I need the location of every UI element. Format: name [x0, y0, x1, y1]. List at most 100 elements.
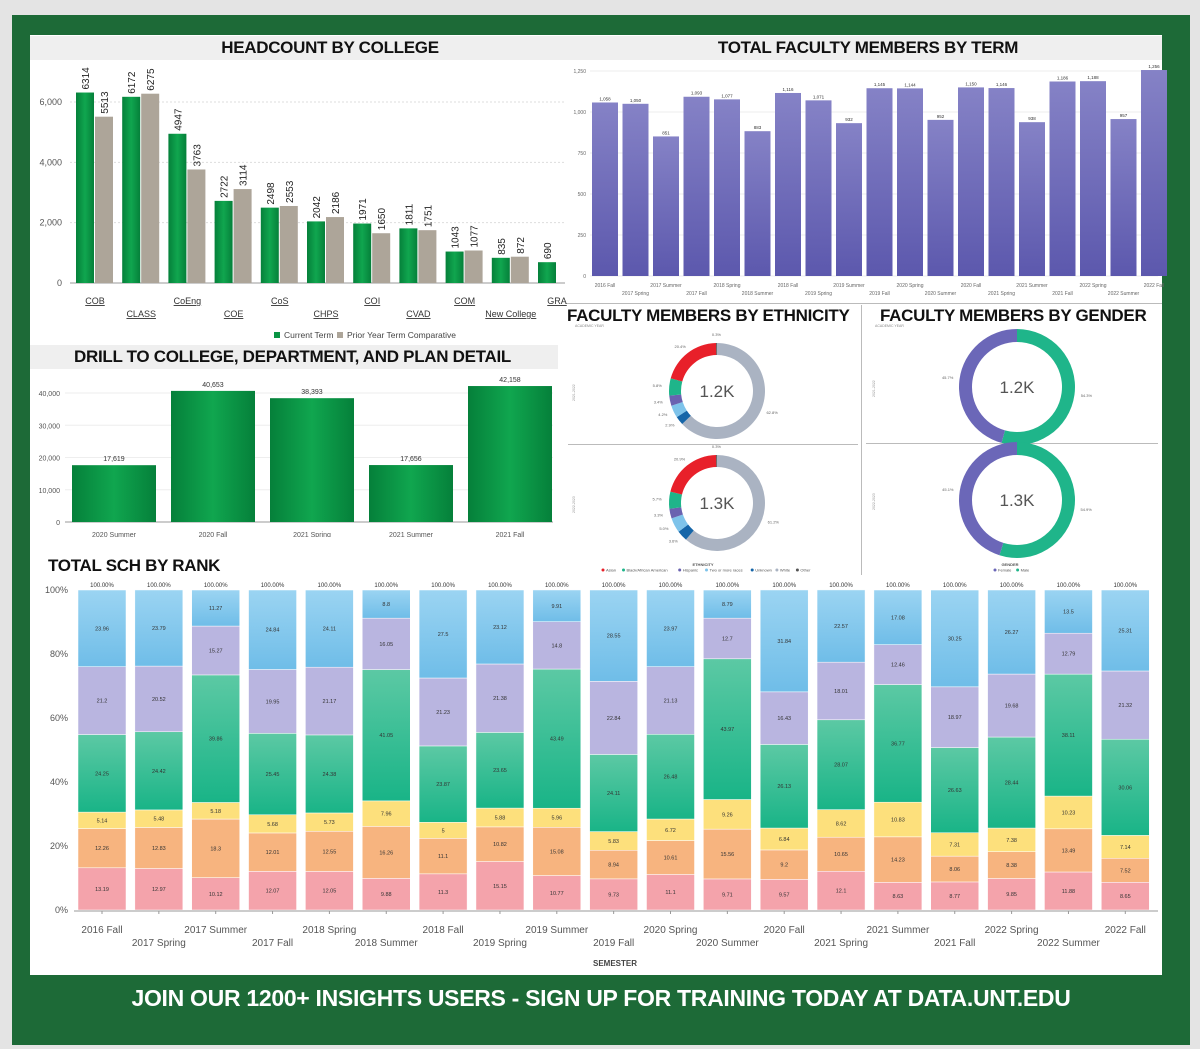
term-bar[interactable] — [468, 386, 552, 522]
stacked-segment — [248, 832, 297, 872]
segment-label: 5.14 — [97, 818, 108, 824]
x-tick-label: 2022 Fall — [1105, 925, 1146, 936]
stacked-segment — [1101, 882, 1150, 911]
segment-label: 23.96 — [95, 626, 109, 632]
bar-value-label: 1,256 — [1148, 64, 1160, 69]
slice-label: 54.9% — [1081, 507, 1093, 512]
x-tick-label: 2019 Fall — [593, 938, 634, 949]
segment-label: 23.65 — [493, 768, 507, 774]
current-term-bar — [491, 257, 510, 283]
bar-value-label: 1,146 — [996, 82, 1008, 87]
segment-label: 12.07 — [266, 889, 280, 895]
segment-label: 5.18 — [210, 809, 221, 815]
donut-slice-white — [682, 343, 765, 439]
bar-value-label: 872 — [516, 237, 527, 254]
legend-swatch — [993, 568, 997, 572]
footer-banner[interactable]: JOIN OUR 1200+ INSIGHTS USERS - SIGN UP … — [131, 985, 1071, 1011]
current-term-bar — [168, 133, 187, 283]
segment-label: 8.63 — [893, 894, 904, 900]
stacked-segment — [816, 661, 866, 721]
faculty-term-chart: 0 250 500 750 1,000 1,250 1,058 2016 Fall 1,050 2… — [573, 64, 1167, 297]
bar-value-label: 1,144 — [904, 82, 916, 87]
stacked-segment — [362, 669, 411, 802]
segment-label: 9.91 — [551, 604, 562, 610]
donut-slice-female — [958, 442, 1017, 556]
stacked-segment — [1101, 589, 1150, 672]
segment-label: 8.94 — [608, 863, 619, 869]
drill-title[interactable]: DRILL TO COLLEGE, DEPARTMENT, AND PLAN D… — [73, 347, 511, 366]
prior-term-bar — [464, 250, 483, 283]
slice-label: 54.3% — [1081, 393, 1093, 398]
term-bar[interactable] — [171, 390, 255, 522]
stacked-segment — [589, 754, 638, 832]
college-link-class[interactable]: CLASS — [126, 309, 156, 319]
prior-term-bar — [326, 217, 344, 283]
y-tick-label: 20,000 — [39, 456, 61, 463]
segment-label: 11.88 — [1062, 889, 1075, 895]
current-term-bar — [122, 96, 141, 283]
bar-value-label: 851 — [662, 130, 670, 135]
x-tick-label: 2018 Summer — [355, 938, 418, 949]
stacked-segment — [191, 589, 240, 627]
faculty-bar — [836, 123, 862, 276]
x-tick-label: 2017 Summer — [650, 283, 682, 289]
bar-value-label: 6314 — [81, 67, 92, 90]
stacked-segment — [873, 882, 923, 911]
segment-label: 8.06 — [949, 867, 960, 873]
x-tick-label: 2020 Summer — [925, 291, 957, 297]
college-link-new-college[interactable]: New College — [485, 309, 536, 319]
x-tick-label: 2019 Summer — [525, 925, 588, 936]
stacked-segment — [418, 589, 468, 679]
legend-swatch-prior — [337, 332, 343, 338]
college-link-cvad[interactable]: CVAD — [406, 309, 431, 319]
segment-label: 24.11 — [323, 627, 336, 633]
segment-label: 26.63 — [948, 788, 962, 794]
bar-value-label: 1751 — [423, 204, 434, 227]
gender-chart: ACADEMIC YEAR 2021-2022 54.3% 45.7% 1.2K 2022… — [872, 324, 1092, 573]
x-tick-label: 2021 Spring — [293, 532, 331, 539]
slice-label: 4.2% — [658, 412, 668, 417]
segment-label: 24.42 — [152, 769, 166, 775]
segment-label: 21.32 — [1118, 703, 1132, 709]
stacked-segment — [873, 836, 923, 883]
bar-value-label: 1,150 — [965, 81, 977, 86]
stacked-segment — [1044, 632, 1093, 675]
college-link-cob[interactable]: COB — [85, 296, 105, 306]
faculty-bar — [927, 119, 954, 276]
faculty-bar — [744, 131, 771, 276]
stacked-segment — [532, 621, 582, 670]
x-tick-label: 2016 Fall — [81, 925, 122, 936]
term-bar[interactable] — [270, 398, 354, 522]
college-link-coeng[interactable]: CoEng — [174, 296, 202, 306]
college-link-coe[interactable]: COE — [224, 309, 244, 319]
college-link-coi[interactable]: COI — [364, 296, 380, 306]
term-bar[interactable] — [369, 465, 453, 522]
bar-value-label: 1,145 — [874, 82, 886, 87]
college-link-com[interactable]: COM — [454, 296, 475, 306]
college-link-chps[interactable]: CHPS — [313, 309, 338, 319]
college-link-gra[interactable]: GRA — [547, 296, 567, 306]
segment-label: 5.48 — [153, 817, 164, 823]
stacked-segment — [816, 836, 866, 872]
segment-label: 9.85 — [1006, 892, 1017, 898]
faculty-bar — [653, 136, 679, 276]
sch-title: TOTAL SCH BY RANK — [48, 556, 221, 575]
x-tick-label: 2021 Fall — [934, 938, 975, 949]
segment-label: 9.57 — [779, 893, 790, 899]
faculty-term-title: TOTAL FACULTY MEMBERS BY TERM — [717, 38, 1019, 57]
year-label: 2022-2023 — [572, 496, 576, 513]
bar-value-label: 2498 — [266, 182, 277, 205]
stacked-segment — [816, 871, 866, 911]
college-link-cos[interactable]: CoS — [271, 296, 289, 306]
donut-slice-hispanic — [669, 394, 683, 406]
segment-label: 26.27 — [1005, 630, 1019, 636]
segment-label: 16.05 — [379, 642, 393, 648]
faculty-bar — [958, 87, 984, 277]
row-header: ACADEMIC YEAR — [875, 324, 904, 328]
faculty-bar — [1049, 81, 1076, 276]
sch-chart: 0% 20% 40% 60% 80% 100% 13.19 12.26 5.14 24.25 21.… — [45, 583, 1158, 968]
donut-slice-unknown — [678, 524, 694, 540]
current-term-bar — [538, 262, 556, 283]
divider — [568, 444, 858, 445]
term-bar[interactable] — [72, 465, 156, 522]
